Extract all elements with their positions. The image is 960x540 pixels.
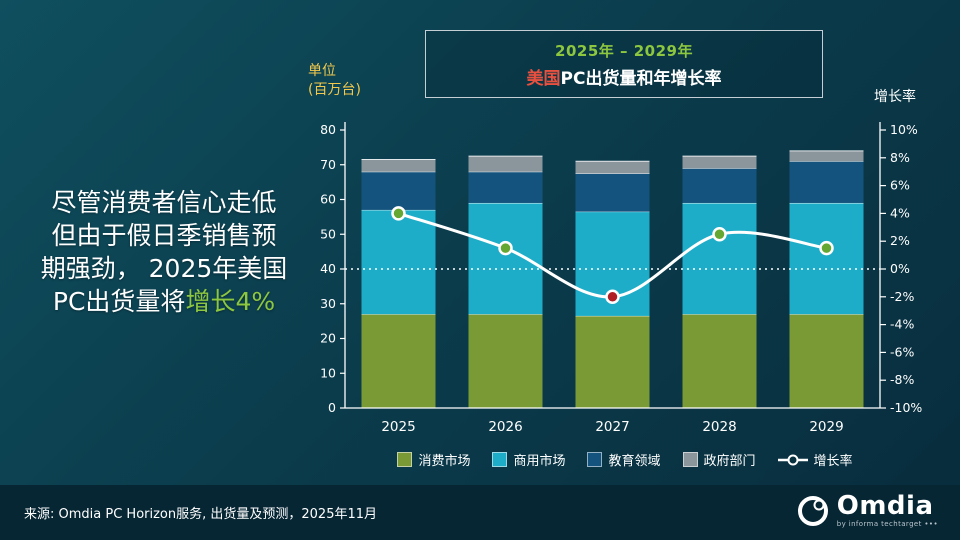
- omdia-logo-icon: [797, 495, 828, 526]
- legend-item: 商用市场: [492, 450, 565, 469]
- svg-text:0%: 0%: [890, 261, 910, 276]
- svg-text:60: 60: [320, 192, 336, 207]
- legend-item-growth-line: 增长率: [777, 450, 853, 469]
- svg-text:6%: 6%: [890, 178, 910, 193]
- legend-line-marker-icon: [777, 454, 808, 465]
- svg-text:0: 0: [328, 400, 336, 415]
- headline-growth-accent: 增长4%: [185, 287, 276, 316]
- svg-text:2026: 2026: [488, 419, 522, 435]
- chart-title-main: PC出货量和年增长率: [560, 68, 722, 89]
- headline-line1: 尽管消费者信心走低: [51, 188, 277, 217]
- svg-text:-8%: -8%: [890, 372, 914, 387]
- legend-swatch: [682, 452, 698, 467]
- right-axis-caption: 增长率: [874, 89, 916, 105]
- chart-title-region: 美国: [526, 68, 561, 89]
- svg-text:2027: 2027: [595, 419, 629, 435]
- chart-title: 美国PC出货量和年增长率: [527, 64, 722, 89]
- legend-swatch: [397, 452, 413, 467]
- svg-text:30: 30: [320, 296, 336, 311]
- legend-item: 政府部门: [682, 450, 756, 469]
- legend-item: 教育领域: [587, 450, 661, 469]
- svg-text:2%: 2%: [890, 233, 910, 248]
- source-text: 来源: Omdia PC Horizon服务, 出货量及预测，2025年11月: [24, 507, 378, 522]
- svg-text:-6%: -6%: [890, 344, 914, 359]
- svg-text:70: 70: [320, 157, 336, 172]
- footer-band: 来源: Omdia PC Horizon服务, 出货量及预测，2025年11月 …: [0, 485, 960, 540]
- left-axis-caption-unit: 单位: [308, 63, 336, 79]
- headline-line3: 期强劲， 2025年美国: [40, 254, 288, 283]
- headline-line2: 但由于假日季销售预: [51, 221, 277, 250]
- omdia-wordmark: Omdia by informa techtarget •••: [837, 493, 938, 528]
- svg-text:10%: 10%: [890, 122, 918, 137]
- chart-title-period: 2025年 – 2029年: [555, 41, 693, 60]
- legend-swatch: [587, 452, 603, 467]
- svg-text:-2%: -2%: [890, 289, 914, 304]
- legend-item: 消费市场: [397, 450, 470, 469]
- omdia-logo: Omdia by informa techtarget •••: [797, 493, 938, 528]
- headline-text: 尽管消费者信心走低 但由于假日季销售预 期强劲， 2025年美国 PC出货量将增…: [18, 186, 310, 318]
- omdia-brand-name: Omdia: [836, 491, 934, 521]
- chart-legend: 消费市场 商用市场 教育领域 政府部门 增长率: [330, 450, 920, 469]
- legend-label: 消费市场: [418, 454, 471, 469]
- svg-text:2028: 2028: [702, 419, 736, 435]
- stacked-bar-line-chart: 0 10 20 30 40 50 60 70 80 -10% -8% -6% -4% -2% 0% 2% 4% 6…: [320, 122, 922, 435]
- legend-swatch: [492, 452, 508, 467]
- omdia-brand-subtitle: by informa techtarget •••: [836, 520, 938, 528]
- left-axis-caption-scale: (百万台): [308, 82, 361, 98]
- svg-text:-10%: -10%: [890, 400, 922, 415]
- svg-text:40: 40: [320, 261, 336, 276]
- chart-title-box: 2025年 – 2029年 美国PC出货量和年增长率: [425, 30, 823, 98]
- svg-text:20: 20: [320, 331, 336, 346]
- svg-text:2025: 2025: [381, 419, 415, 435]
- legend-label: 教育领域: [608, 454, 661, 469]
- legend-label: 商用市场: [513, 454, 566, 469]
- svg-text:4%: 4%: [890, 205, 910, 220]
- legend-label: 增长率: [813, 454, 853, 469]
- svg-text:50: 50: [320, 226, 336, 241]
- left-axis-caption: 单位 (百万台): [308, 62, 361, 100]
- headline-line4: PC出货量将: [52, 287, 186, 316]
- svg-text:80: 80: [320, 122, 336, 137]
- legend-label: 政府部门: [703, 454, 756, 469]
- svg-text:-4%: -4%: [890, 317, 914, 332]
- svg-text:2029: 2029: [809, 419, 843, 435]
- svg-text:10: 10: [320, 365, 336, 380]
- svg-text:8%: 8%: [890, 150, 910, 165]
